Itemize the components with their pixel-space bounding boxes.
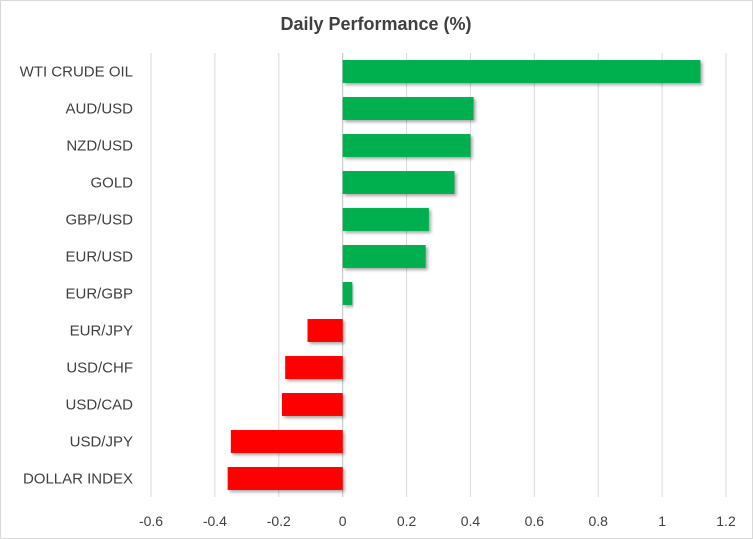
category-label: GOLD xyxy=(90,175,133,192)
category-label: USD/CHF xyxy=(66,360,133,377)
x-axis-ticks: -0.6 -0.4 -0.2 0 0.2 0.4 0.6 0.8 1 1.2 xyxy=(139,513,736,529)
x-tick-label: -0.4 xyxy=(203,513,227,529)
category-label: EUR/USD xyxy=(65,249,133,266)
bars xyxy=(227,60,701,490)
bar-dollar-index xyxy=(227,467,343,490)
bar-gbp-usd xyxy=(342,208,429,231)
x-tick-label: 0 xyxy=(339,513,347,529)
category-label: DOLLAR INDEX xyxy=(23,471,133,488)
bar-nzd-usd xyxy=(342,134,471,157)
bar-usd-cad xyxy=(281,393,343,416)
x-tick-label: 0.8 xyxy=(588,513,608,529)
category-label: NZD/USD xyxy=(66,138,133,155)
x-tick-label: 1 xyxy=(658,513,666,529)
bar-eur-gbp xyxy=(342,282,353,305)
x-tick-label: -0.2 xyxy=(267,513,291,529)
category-label: USD/CAD xyxy=(65,397,133,414)
bar-wti-crude-oil xyxy=(342,60,701,83)
bar-usd-chf xyxy=(285,356,343,379)
x-tick-label: 0.6 xyxy=(525,513,545,529)
x-tick-label: 0.4 xyxy=(461,513,481,529)
gridlines xyxy=(150,53,727,497)
category-label: USD/JPY xyxy=(70,434,133,451)
category-labels: WTI CRUDE OIL AUD/USD NZD/USD GOLD GBP/USD EU… xyxy=(20,64,134,488)
chart-title: Daily Performance (%) xyxy=(280,14,471,34)
category-label: AUD/USD xyxy=(65,101,133,118)
category-label: EUR/GBP xyxy=(65,286,133,303)
bar-aud-usd xyxy=(342,97,474,120)
category-label: GBP/USD xyxy=(65,212,133,229)
bar-gold xyxy=(342,171,455,194)
x-tick-label: 1.2 xyxy=(716,513,736,529)
bar-usd-jpy xyxy=(230,430,343,453)
bar-eur-usd xyxy=(342,245,426,268)
category-label: WTI CRUDE OIL xyxy=(20,64,133,81)
x-tick-label: 0.2 xyxy=(397,513,417,529)
x-tick-label: -0.6 xyxy=(139,513,163,529)
bar-eur-jpy xyxy=(307,319,343,342)
category-label: EUR/JPY xyxy=(70,323,133,340)
